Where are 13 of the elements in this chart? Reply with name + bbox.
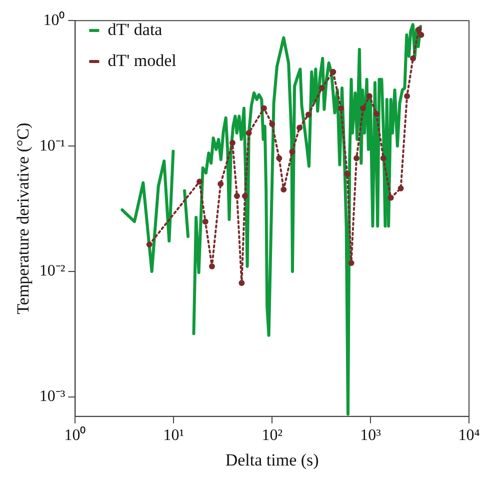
y-tick-label: 10⁰	[43, 10, 66, 29]
x-tick-label: 10⁰	[64, 426, 86, 444]
x-tick-label: 10³	[360, 427, 382, 444]
y-tick-label: 10⁻²	[39, 262, 66, 280]
legend-label: dT' data	[108, 20, 163, 39]
y-axis-title: Temperature derivative (°C)	[14, 122, 33, 314]
legend-label: dT' model	[108, 50, 177, 70]
y-tick-label: 10⁻¹	[39, 137, 66, 154]
x-tick-label: 10¹	[163, 427, 184, 444]
x-axis-title: Delta time (s)	[225, 450, 319, 470]
x-tick-label: 10⁴	[458, 427, 480, 444]
y-tick-label: 10⁻³	[39, 388, 66, 406]
x-tick-label: 10²	[262, 427, 283, 444]
